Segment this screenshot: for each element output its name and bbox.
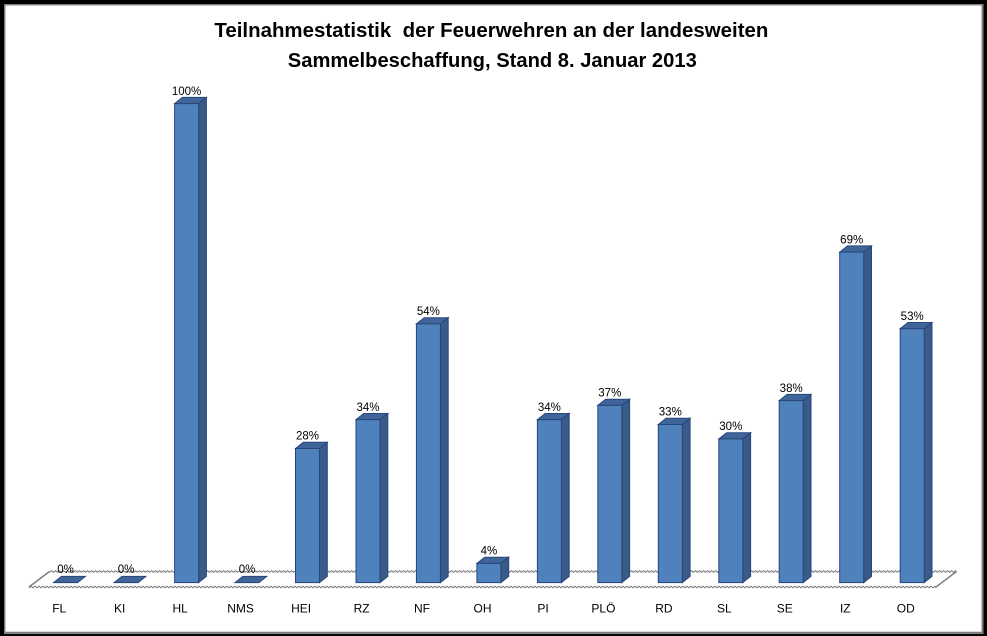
- svg-text:4%: 4%: [481, 546, 498, 558]
- svg-text:Sammelbeschaffung, Stand 8. Ja: Sammelbeschaffung, Stand 8. Januar 2013: [288, 49, 697, 72]
- svg-text:HEI: HEI: [291, 601, 311, 615]
- svg-text:PLÖ: PLÖ: [591, 601, 615, 615]
- svg-text:RZ: RZ: [354, 601, 370, 615]
- svg-text:IZ: IZ: [840, 601, 851, 615]
- svg-text:NMS: NMS: [227, 601, 254, 615]
- svg-text:Teilnahmestatistik der Feuerw: Teilnahmestatistik der Feuerwehren an de…: [214, 19, 768, 42]
- svg-text:34%: 34%: [356, 402, 379, 414]
- svg-text:34%: 34%: [538, 402, 561, 414]
- svg-text:OH: OH: [474, 601, 492, 615]
- svg-text:HL: HL: [173, 601, 189, 615]
- svg-text:69%: 69%: [840, 234, 863, 246]
- svg-text:RD: RD: [655, 601, 673, 615]
- svg-text:33%: 33%: [659, 407, 682, 419]
- svg-text:38%: 38%: [780, 383, 803, 395]
- svg-text:0%: 0%: [239, 564, 256, 576]
- svg-text:NF: NF: [414, 601, 430, 615]
- svg-text:28%: 28%: [296, 431, 319, 443]
- svg-text:SE: SE: [777, 601, 793, 615]
- svg-text:53%: 53%: [901, 311, 924, 323]
- svg-text:0%: 0%: [57, 564, 74, 576]
- svg-text:FL: FL: [52, 601, 66, 615]
- svg-text:0%: 0%: [118, 564, 135, 576]
- svg-text:SL: SL: [717, 601, 732, 615]
- svg-text:OD: OD: [897, 601, 915, 615]
- svg-text:37%: 37%: [598, 388, 621, 400]
- svg-text:30%: 30%: [719, 421, 742, 433]
- svg-text:100%: 100%: [172, 86, 201, 98]
- svg-text:PI: PI: [537, 601, 548, 615]
- svg-text:54%: 54%: [417, 306, 440, 318]
- svg-text:KI: KI: [114, 601, 125, 615]
